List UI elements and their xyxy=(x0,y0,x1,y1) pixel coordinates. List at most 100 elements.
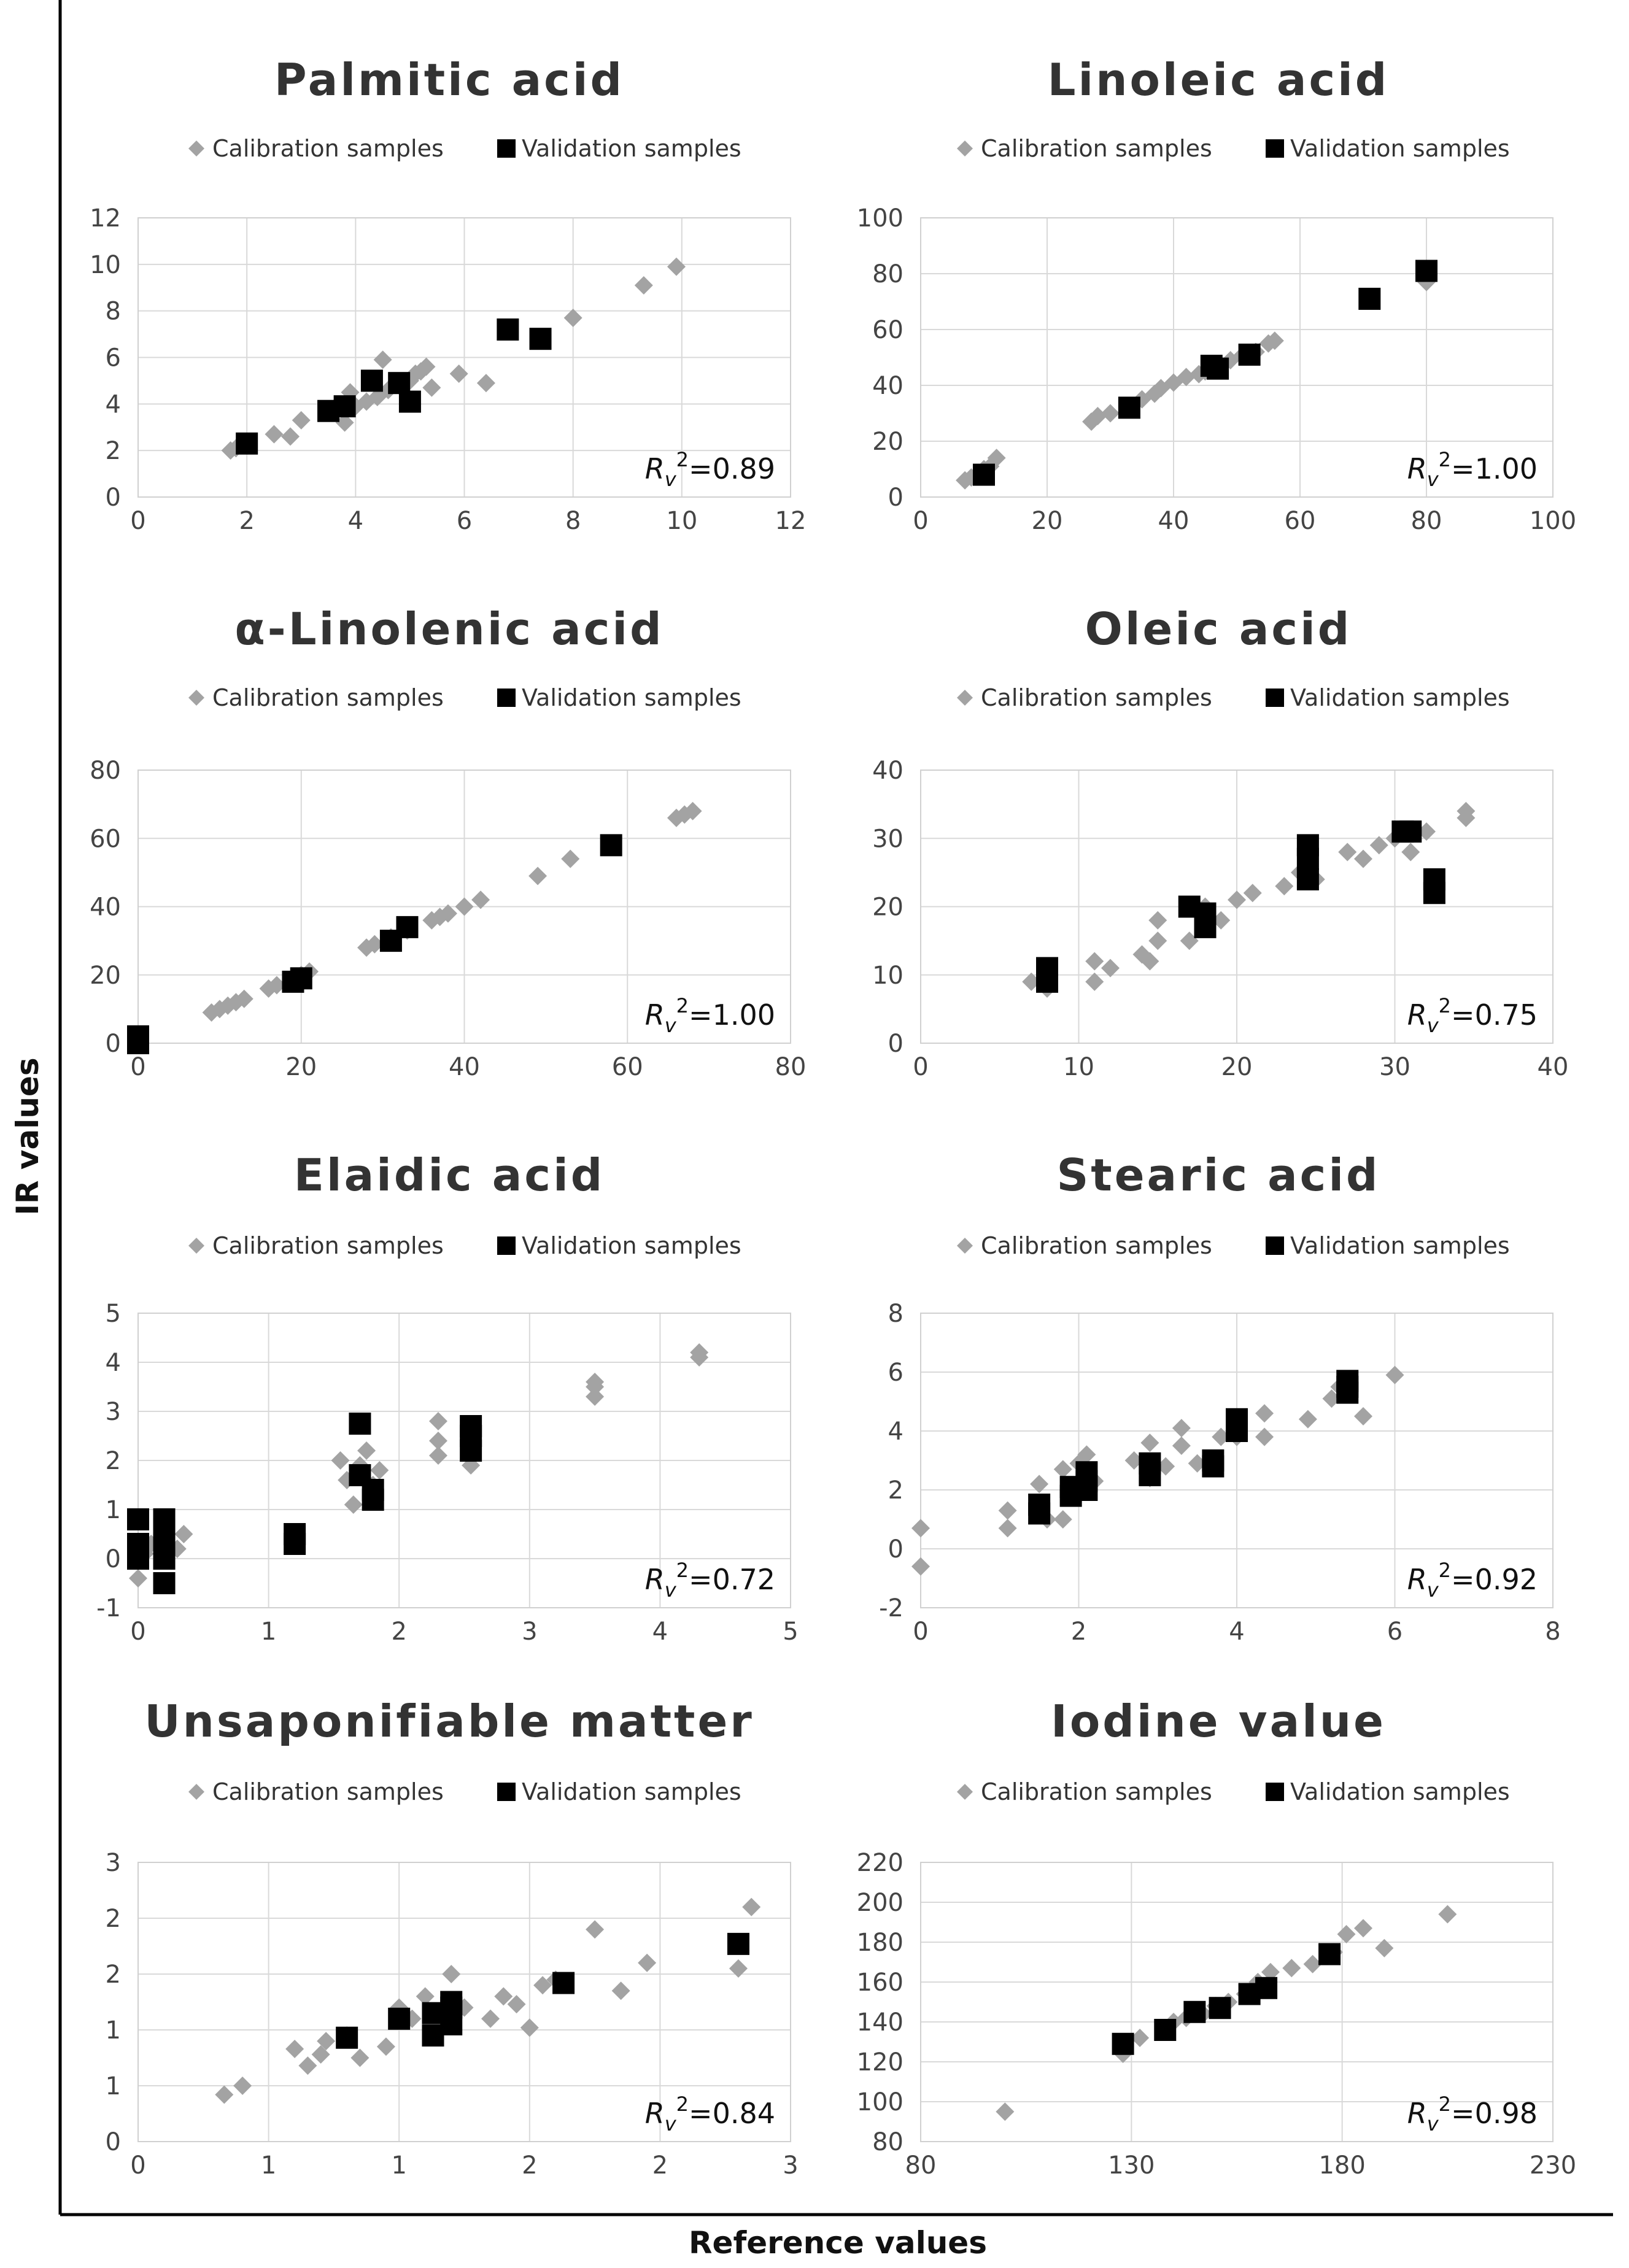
calibration-point xyxy=(586,1387,605,1406)
x-tick-label: 0 xyxy=(130,1618,145,1646)
validation-point xyxy=(600,834,622,857)
y-tick-label: 0 xyxy=(888,1030,903,1058)
calibration-point xyxy=(428,1446,447,1465)
legend-calibration-label: Calibration samples xyxy=(981,1778,1212,1805)
calibration-point xyxy=(1303,1954,1322,1973)
calibration-point xyxy=(1140,952,1159,971)
y-tick-label: 2 xyxy=(106,437,121,465)
y-tick-label: 200 xyxy=(857,1889,903,1917)
y-tick-label: 6 xyxy=(106,344,121,372)
validation-point xyxy=(236,432,258,455)
calibration-point xyxy=(1338,843,1357,862)
validation-point xyxy=(1399,820,1422,843)
validation-point xyxy=(1139,1452,1161,1475)
validation-point xyxy=(1336,1370,1359,1392)
calibration-point xyxy=(1053,1460,1072,1479)
y-tick-label: 0 xyxy=(106,1030,121,1058)
legend-validation-label: Validation samples xyxy=(1290,1232,1510,1259)
calibration-point xyxy=(1148,932,1167,951)
y-tick-label: 60 xyxy=(90,825,121,853)
calibration-point xyxy=(1385,1365,1404,1384)
validation-point xyxy=(1183,2000,1206,2023)
chart-title: Iodine value xyxy=(1051,1695,1386,1747)
calibration-point xyxy=(1298,1410,1317,1429)
legend-calibration-label: Calibration samples xyxy=(212,135,444,162)
calibration-point xyxy=(1180,932,1199,951)
calibration-point xyxy=(292,411,311,430)
series-validation xyxy=(1112,1943,1341,2055)
r-squared-annotation: Rv2=1.00 xyxy=(1407,448,1538,491)
x-tick-label: 60 xyxy=(612,1053,643,1081)
x-tick-label: 40 xyxy=(1538,1053,1569,1081)
legend-validation-label: Validation samples xyxy=(1290,1778,1510,1805)
legend: Calibration samples Validation samples xyxy=(957,684,1510,711)
calibration-point xyxy=(1282,1959,1301,1978)
calibration-point xyxy=(1457,808,1476,827)
calibration-point xyxy=(561,849,580,868)
x-tick-label: 20 xyxy=(1221,1053,1253,1081)
legend-calibration-label: Calibration samples xyxy=(981,684,1212,711)
y-tick-label: 0 xyxy=(106,484,121,512)
calibration-point xyxy=(129,1569,147,1587)
calibration-point xyxy=(1243,884,1262,903)
calibration-point xyxy=(586,1920,605,1939)
x-tick-label: 2 xyxy=(391,1618,406,1646)
legend-validation-label: Validation samples xyxy=(522,1232,741,1259)
x-tick-label: 0 xyxy=(913,1618,928,1646)
y-tick-label: 10 xyxy=(90,251,121,279)
x-tick-label: 40 xyxy=(449,1053,480,1081)
r-squared-annotation: Rv2=0.72 xyxy=(645,1559,775,1602)
calibration-point xyxy=(998,1501,1017,1520)
x-axis-label: Reference values xyxy=(689,2225,987,2261)
calibration-point xyxy=(481,2009,500,2028)
calibration-point xyxy=(1124,1451,1143,1470)
x-tick-label: 4 xyxy=(348,507,363,535)
r-squared-value: =0.98 xyxy=(1451,2097,1538,2130)
x-tick-label: 0 xyxy=(130,507,145,535)
calibration-point xyxy=(1022,972,1041,991)
x-tick-label: 6 xyxy=(457,507,472,535)
validation-point xyxy=(396,916,419,938)
calibration-point xyxy=(634,276,653,295)
calibration-point xyxy=(455,897,474,916)
validation-point xyxy=(284,1523,306,1545)
calibration-point xyxy=(1101,958,1120,978)
legend-validation-marker xyxy=(497,688,516,707)
calibration-point xyxy=(911,1557,930,1576)
validation-point xyxy=(333,395,356,418)
r-squared-annotation: Rv2=0.89 xyxy=(645,448,775,491)
x-tick-label: 60 xyxy=(1285,507,1316,535)
r-squared-value: =0.75 xyxy=(1451,998,1538,1032)
legend: Calibration samples Validation samples xyxy=(957,1232,1510,1259)
x-tick-label: 0 xyxy=(913,1053,928,1081)
chart-title: Elaidic acid xyxy=(294,1149,605,1201)
validation-point xyxy=(336,2026,358,2049)
calibration-point xyxy=(563,309,582,328)
calibration-point xyxy=(471,890,490,909)
y-tick-label: 30 xyxy=(872,825,903,853)
calibration-point xyxy=(267,976,286,995)
calibration-point xyxy=(285,2039,304,2058)
validation-point xyxy=(1118,396,1140,419)
legend: Calibration samples Validation samples xyxy=(188,684,741,711)
y-tick-label: 220 xyxy=(857,1849,903,1877)
legend-validation-marker xyxy=(497,1783,516,1801)
calibration-point xyxy=(1077,1445,1096,1464)
x-tick-label: 2 xyxy=(1071,1618,1086,1646)
calibration-point xyxy=(1053,1510,1072,1529)
y-tick-label: 20 xyxy=(872,893,903,922)
y-tick-label: 20 xyxy=(872,428,903,456)
series-validation xyxy=(1028,1370,1359,1525)
chart-title: Stearic acid xyxy=(1056,1149,1380,1201)
chart-panel: Unsaponifiable matter Calibration samples… xyxy=(106,1695,799,2180)
validation-point xyxy=(1318,1943,1341,1965)
calibration-point xyxy=(311,2045,330,2064)
y-tick-label: 80 xyxy=(872,260,903,288)
calibration-point xyxy=(317,2032,336,2051)
validation-point xyxy=(153,1548,176,1570)
y-tick-label: 80 xyxy=(872,2128,903,2156)
y-tick-label: 40 xyxy=(90,893,121,922)
calibration-point xyxy=(586,1373,605,1391)
calibration-point xyxy=(1261,1962,1280,1981)
series-validation xyxy=(127,1413,482,1594)
